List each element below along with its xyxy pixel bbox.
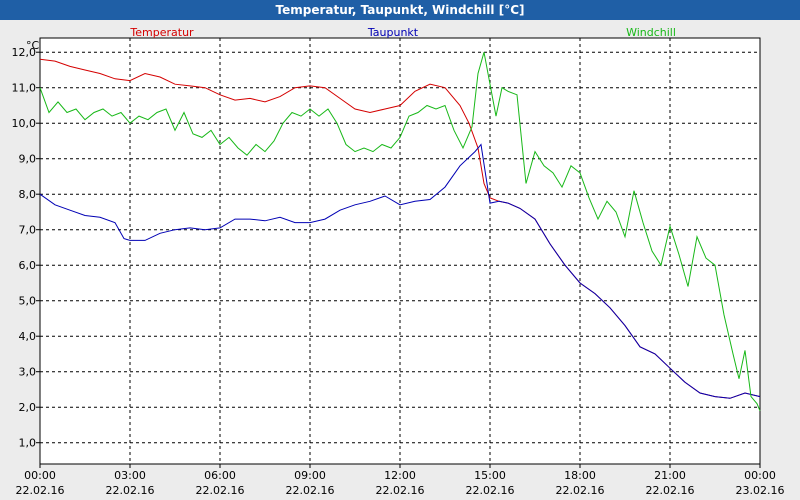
y-tick-label: 11,0	[12, 82, 37, 95]
legend: Temperatur Taupunkt Windchill	[129, 26, 676, 39]
y-axis: 12,0 11,0 10,0 9,0 8,0 7,0 6,0 5,0 4,0 3,0 2,0 1,0	[12, 46, 40, 450]
y-tick-label: 3,0	[19, 366, 37, 379]
x-axis: 00:00 22.02.16 03:00 22.02.16 06:00 22.02.16 0…	[16, 464, 785, 497]
series-line-taupunkt	[39, 143, 761, 399]
x-tick-date: 22.02.16	[106, 484, 155, 497]
x-tick-time: 00:00	[24, 469, 56, 482]
series-lines	[39, 52, 761, 411]
x-tick-date: 22.02.16	[646, 484, 695, 497]
chart-title: Temperatur, Taupunkt, Windchill [°C]	[275, 3, 525, 17]
legend-temperatur: Temperatur	[129, 26, 194, 39]
y-tick-label: 6,0	[19, 259, 37, 272]
y-tick-label: 5,0	[19, 295, 37, 308]
y-tick-label: 8,0	[19, 188, 37, 201]
x-tick-time: 00:00	[744, 469, 776, 482]
x-tick-date: 22.02.16	[556, 484, 605, 497]
x-tick-time: 12:00	[384, 469, 416, 482]
y-tick-label: 9,0	[19, 153, 37, 166]
y-tick-label: 2,0	[19, 401, 37, 414]
y-tick-label: 10,0	[12, 117, 37, 130]
y-tick-label: 4,0	[19, 330, 37, 343]
title-bar	[0, 0, 800, 20]
x-tick-date: 23.02.16	[736, 484, 785, 497]
y-tick-label: 12,0	[12, 46, 37, 59]
x-tick-time: 09:00	[294, 469, 326, 482]
y-tick-label: 1,0	[19, 437, 37, 450]
x-tick-date: 22.02.16	[376, 484, 425, 497]
y-axis-unit: °C	[26, 39, 40, 52]
x-tick-time: 06:00	[204, 469, 236, 482]
x-tick-time: 03:00	[114, 469, 146, 482]
legend-taupunkt: Taupunkt	[367, 26, 419, 39]
x-tick-time: 15:00	[474, 469, 506, 482]
series-line-windchill	[39, 52, 761, 411]
x-tick-time: 21:00	[654, 469, 686, 482]
x-tick-date: 22.02.16	[286, 484, 335, 497]
x-tick-date: 22.02.16	[196, 484, 245, 497]
y-tick-label: 7,0	[19, 224, 37, 237]
x-tick-date: 22.02.16	[466, 484, 515, 497]
grid-lines	[40, 38, 760, 464]
x-tick-time: 18:00	[564, 469, 596, 482]
legend-windchill: Windchill	[626, 26, 676, 39]
x-tick-date: 22.02.16	[16, 484, 65, 497]
